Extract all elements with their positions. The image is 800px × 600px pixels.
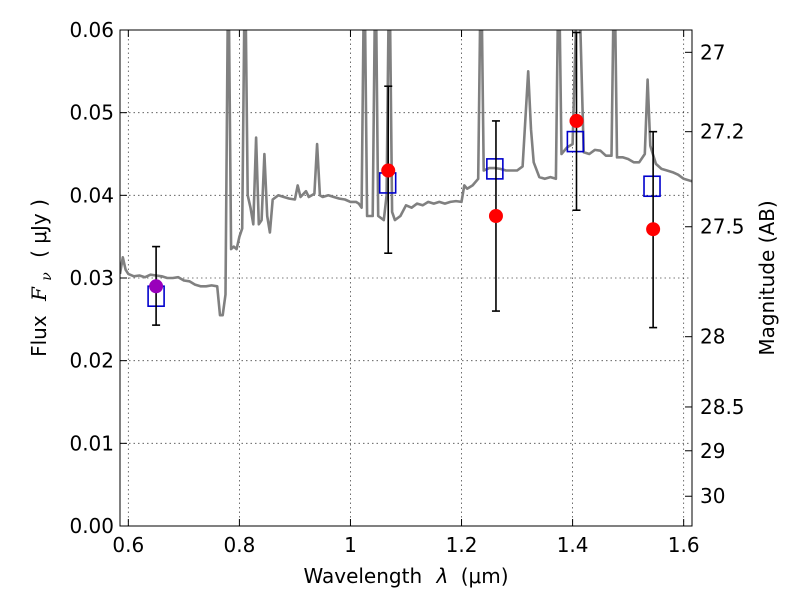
ticks: 0.6 0.8 1 1.2 1.4 1.6 0.00 0.01 0.02 0.03 0.04 0.05… bbox=[69, 18, 744, 557]
y-tick-label: 0.00 bbox=[69, 514, 114, 538]
y2-axis-title: Magnitude (AB) bbox=[755, 200, 779, 355]
y2-tick-label: 27.5 bbox=[700, 215, 745, 239]
data-point bbox=[646, 222, 661, 237]
x-tick-label: 1.6 bbox=[668, 533, 700, 557]
y-axis-symbol: F bbox=[27, 286, 51, 302]
y2-tick-label: 29 bbox=[700, 439, 725, 463]
x-tick-label: 1.4 bbox=[557, 533, 589, 557]
x-tick-label: 1 bbox=[344, 533, 357, 557]
y-axis-label: Flux bbox=[27, 315, 51, 357]
y-tick-label: 0.05 bbox=[69, 101, 114, 125]
model-square-marker bbox=[486, 158, 504, 180]
x-tick-label: 0.6 bbox=[112, 533, 144, 557]
y-axis-title: Flux F ν ( μJy ) bbox=[27, 199, 56, 357]
x-axis-symbol: λ bbox=[436, 564, 449, 588]
y-tick-label: 0.06 bbox=[69, 18, 114, 42]
data-point bbox=[488, 209, 503, 223]
x-axis-title: Wavelength λ (μm) bbox=[303, 564, 508, 588]
model-square-marker bbox=[566, 130, 585, 153]
spectrum-line bbox=[120, 30, 692, 317]
y2-tick-label: 27 bbox=[700, 40, 725, 64]
y-tick-label: 0.01 bbox=[69, 431, 114, 455]
plot-area bbox=[120, 30, 692, 329]
y2-tick-label: 28 bbox=[700, 325, 725, 349]
data-point bbox=[569, 113, 584, 128]
x-axis-label: Wavelength bbox=[303, 564, 422, 588]
y2-tick-label: 30 bbox=[700, 484, 725, 508]
y2-tick-label: 28.5 bbox=[700, 395, 745, 419]
y-tick-label: 0.03 bbox=[69, 266, 114, 290]
model-square-marker bbox=[643, 175, 661, 198]
y2-tick-label: 27.2 bbox=[700, 120, 745, 144]
x-axis-unit: (μm) bbox=[461, 564, 509, 588]
grid bbox=[120, 30, 692, 526]
y-axis-unit: ( μJy ) bbox=[27, 199, 51, 258]
y-tick-label: 0.02 bbox=[69, 349, 114, 373]
data-point bbox=[381, 163, 396, 178]
data-point bbox=[149, 279, 164, 294]
y-axis-subscript: ν bbox=[39, 272, 55, 281]
x-tick-label: 0.8 bbox=[223, 533, 255, 557]
y-tick-label: 0.04 bbox=[69, 183, 114, 207]
x-tick-label: 1.2 bbox=[446, 533, 478, 557]
